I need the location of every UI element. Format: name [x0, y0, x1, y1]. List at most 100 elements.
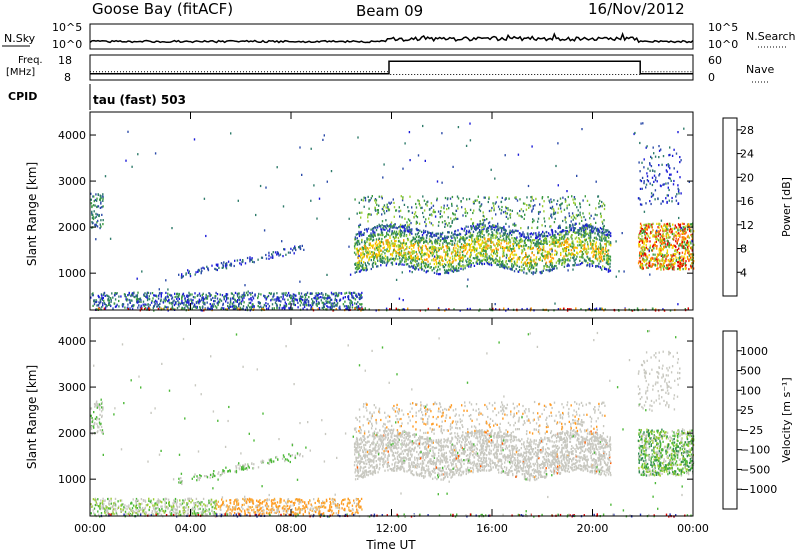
- range-time-cell: [385, 255, 386, 257]
- range-time-cell: [511, 268, 512, 270]
- range-time-cell: [479, 202, 480, 204]
- range-time-cell: [470, 209, 471, 211]
- range-time-cell: [192, 302, 193, 304]
- range-time-cell: [300, 247, 301, 249]
- range-time-cell: [456, 205, 457, 207]
- range-time-cell: [426, 237, 427, 239]
- range-time-cell: [552, 233, 553, 235]
- range-time-cell: [344, 292, 345, 294]
- range-time-cell: [327, 295, 328, 297]
- range-time-cell: [585, 224, 586, 226]
- range-time-cell: [679, 176, 680, 178]
- range-time-cell: [385, 225, 386, 227]
- range-time-cell: [464, 230, 465, 232]
- range-time-cell: [649, 262, 650, 264]
- range-time-cell: [594, 228, 595, 230]
- range-time-cell: [383, 257, 384, 259]
- range-time-cell: [562, 257, 563, 259]
- range-time-cell: [446, 272, 447, 274]
- range-time-cell: [323, 302, 324, 304]
- range-time-cell: [555, 250, 556, 252]
- range-time-cell: [448, 207, 449, 209]
- range-time-cell: [384, 252, 385, 254]
- range-time-cell: [600, 243, 601, 245]
- range-time-cell: [447, 204, 448, 206]
- range-time-cell: [576, 256, 577, 258]
- range-time-cell: [495, 213, 496, 215]
- range-time-cell: [506, 266, 507, 268]
- range-time-cell: [389, 244, 390, 246]
- range-time-cell: [654, 260, 655, 262]
- range-time-cell: [596, 250, 597, 252]
- range-time-cell: [475, 228, 476, 230]
- range-time-cell: [521, 261, 522, 263]
- range-time-cell: [440, 240, 441, 242]
- range-time-cell: [656, 268, 657, 270]
- range-time-cell: [554, 254, 555, 256]
- range-time-cell: [354, 198, 355, 200]
- range-time-cell: [488, 222, 489, 224]
- range-time-cell: [464, 242, 465, 244]
- range-time-cell: [573, 229, 574, 231]
- range-time-cell: [385, 239, 386, 241]
- range-time-cell: [271, 298, 272, 300]
- range-time-cell: [266, 298, 267, 300]
- range-time-cell: [118, 305, 119, 307]
- range-time-cell: [498, 249, 499, 251]
- range-time-cell: [680, 230, 681, 232]
- range-time-cell: [313, 302, 314, 304]
- range-time-cell: [561, 259, 562, 261]
- range-time-cell: [404, 258, 405, 260]
- range-time-cell: [374, 257, 375, 259]
- range-time-cell: [408, 229, 409, 231]
- range-time-cell: [549, 244, 550, 246]
- range-time-cell: [656, 248, 657, 250]
- range-time-cell: [297, 306, 298, 308]
- range-time-cell: [419, 241, 420, 243]
- range-time-cell: [201, 270, 202, 272]
- range-time-cell: [419, 223, 420, 225]
- range-time-cell: [472, 212, 473, 214]
- range-time-cell: [576, 264, 577, 266]
- range-time-cell: [602, 223, 603, 225]
- range-time-cell: [592, 227, 593, 229]
- range-time-cell: [588, 248, 589, 250]
- range-time-cell: [544, 233, 545, 235]
- range-time-cell: [93, 204, 94, 206]
- range-time-cell: [668, 236, 669, 238]
- range-time-cell: [551, 201, 552, 203]
- range-time-cell: [477, 256, 478, 258]
- range-time-cell: [405, 224, 406, 226]
- range-time-cell: [546, 242, 547, 244]
- range-time-cell: [406, 226, 407, 228]
- range-time-cell: [431, 248, 432, 250]
- range-time-cell: [503, 229, 504, 231]
- range-time-cell: [424, 265, 425, 267]
- range-time-cell: [642, 232, 643, 234]
- range-time-cell: [481, 243, 482, 245]
- range-time-cell: [125, 294, 126, 296]
- range-time-cell: [243, 301, 244, 303]
- range-time-cell: [188, 302, 189, 304]
- range-time-cell: [387, 257, 388, 259]
- range-time-cell: [222, 304, 223, 306]
- range-time-cell: [163, 308, 164, 310]
- range-time-cell: [278, 254, 279, 256]
- range-time-cell: [644, 242, 645, 244]
- range-time-cell: [446, 240, 447, 242]
- range-time-cell: [548, 266, 549, 268]
- range-time-cell: [156, 303, 157, 305]
- range-time-cell: [568, 253, 569, 255]
- range-time-cell: [583, 216, 584, 218]
- range-time-cell: [160, 300, 161, 302]
- range-time-cell: [239, 262, 240, 264]
- range-time-cell: [152, 292, 153, 294]
- range-time-cell: [356, 234, 357, 236]
- range-time-cell: [399, 257, 400, 259]
- range-time-cell: [564, 244, 565, 246]
- range-time-cell: [537, 263, 538, 265]
- range-time-cell: [229, 304, 230, 306]
- range-time-cell: [372, 195, 373, 197]
- range-time-cell: [492, 217, 493, 219]
